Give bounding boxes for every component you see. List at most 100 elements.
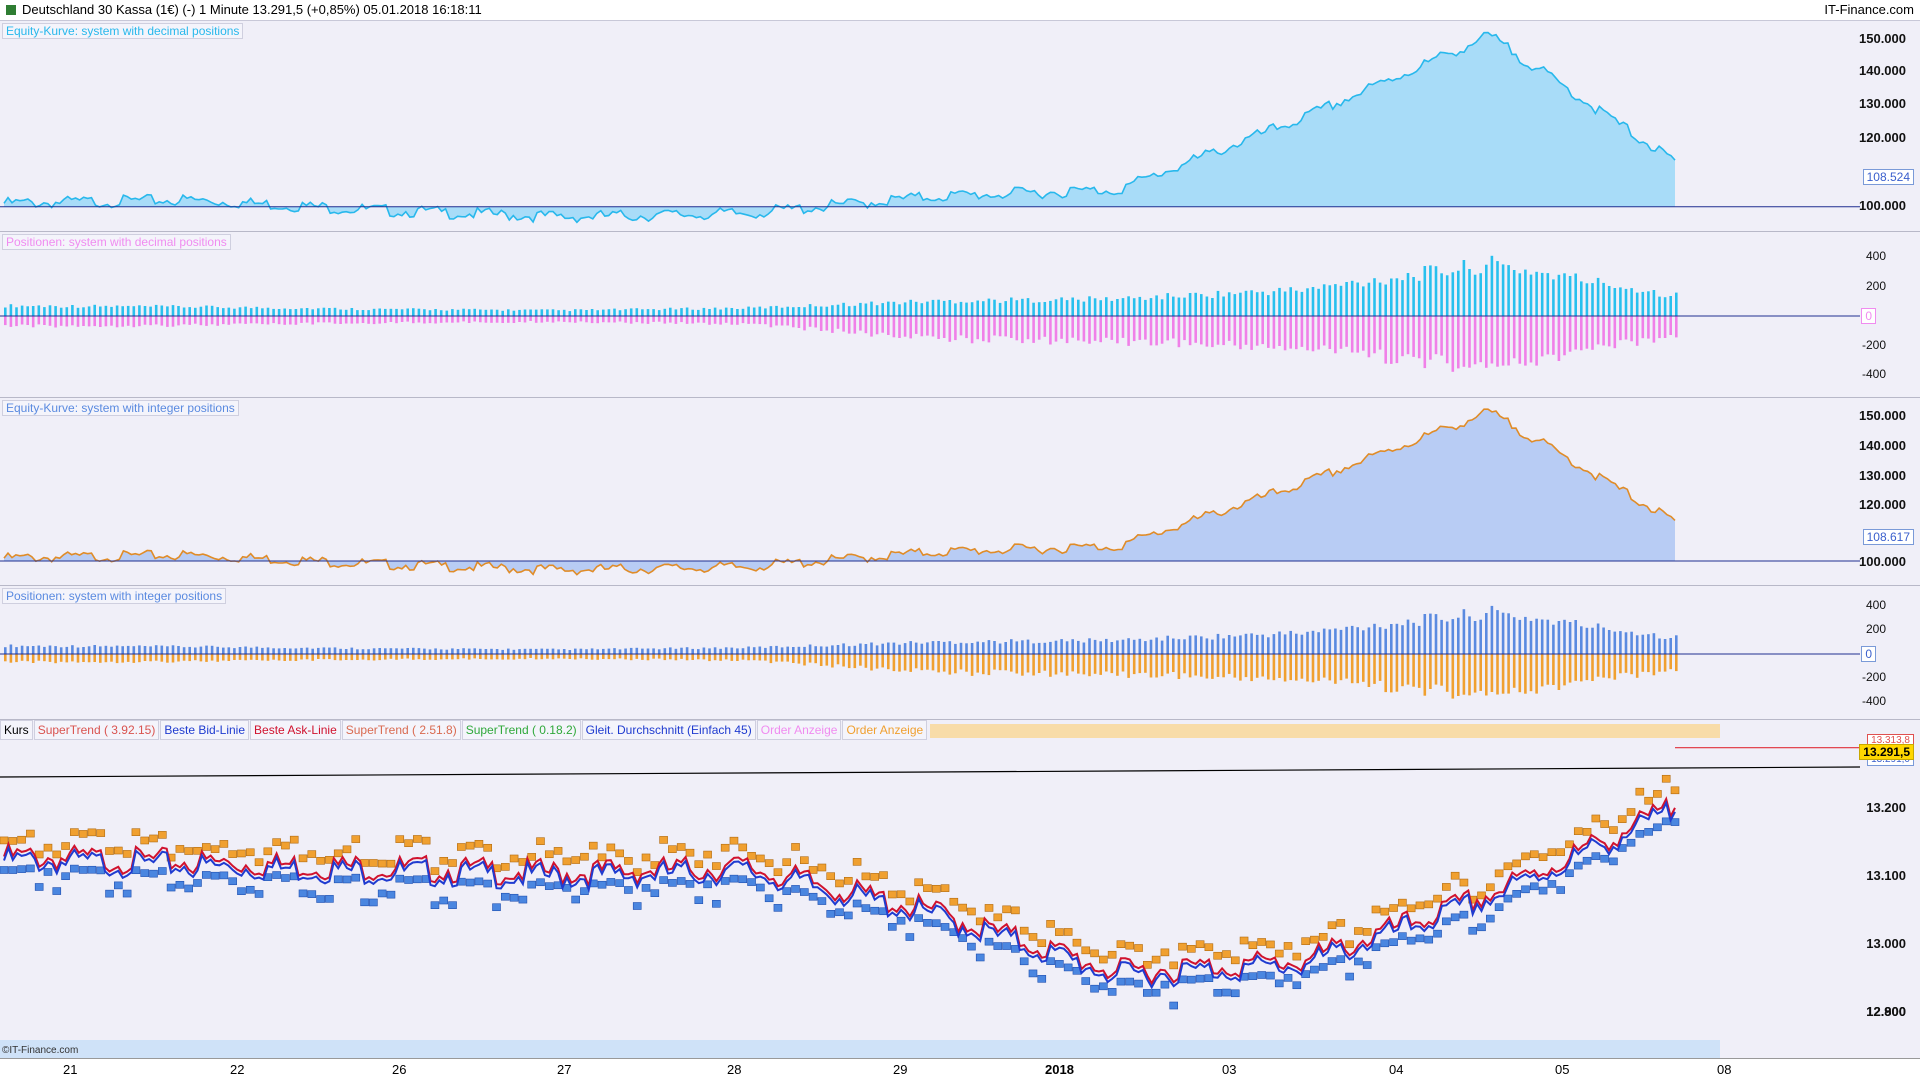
bid-order-marker xyxy=(1661,817,1671,826)
legend-order-display-1[interactable]: Order Anzeige xyxy=(756,720,842,740)
bid-order-marker xyxy=(1248,972,1258,980)
position-long-bar xyxy=(277,309,281,316)
position-long-bar xyxy=(870,301,873,316)
ask-order-marker xyxy=(694,860,704,868)
position-short-bar xyxy=(1663,316,1667,338)
position-short-bar xyxy=(1512,316,1516,359)
position-short-bar xyxy=(126,316,130,326)
legend-kurs[interactable]: Kurs xyxy=(0,720,33,740)
ask-order-marker xyxy=(1046,920,1055,928)
bid-order-marker xyxy=(448,901,457,909)
positions-decimal-panel[interactable]: Positionen: system with decimal position… xyxy=(0,232,1920,398)
position-short-bar xyxy=(864,654,868,668)
position-short-bar xyxy=(434,654,437,660)
position-long-bar xyxy=(1267,295,1270,316)
position-short-bar xyxy=(501,654,504,660)
ask-order-marker xyxy=(0,836,9,845)
position-short-bar xyxy=(1138,654,1142,674)
position-short-bar xyxy=(445,316,449,323)
position-long-bar xyxy=(384,648,387,654)
position-long-bar xyxy=(249,308,253,316)
position-short-bar xyxy=(1239,316,1242,350)
ask-order-marker xyxy=(43,843,53,852)
position-long-bar xyxy=(445,649,449,654)
position-long-bar xyxy=(1552,279,1555,316)
legend-supertrend-3[interactable]: SuperTrend ( 0.18.2) xyxy=(461,720,581,740)
ask-order-marker xyxy=(712,862,721,870)
positions-integer-panel[interactable]: Positionen: system with integer position… xyxy=(0,586,1920,720)
ask-order-marker xyxy=(1195,940,1205,949)
legend-supertrend-2[interactable]: SuperTrend ( 2.51.8) xyxy=(341,720,461,740)
equity-decimal-label: Equity-Kurve: system with decimal positi… xyxy=(2,23,244,39)
ask-order-marker xyxy=(1486,883,1495,892)
bid-order-marker xyxy=(1230,989,1240,998)
position-long-bar xyxy=(1607,630,1611,654)
position-short-bar xyxy=(998,316,1002,337)
position-long-bar xyxy=(1568,622,1572,654)
bid-order-marker xyxy=(61,872,70,880)
ask-order-marker xyxy=(967,907,976,916)
position-long-bar xyxy=(602,309,605,316)
bid-order-marker xyxy=(1213,988,1222,997)
position-short-bar xyxy=(585,654,588,660)
position-long-bar xyxy=(875,645,879,654)
bid-order-marker xyxy=(34,883,44,891)
position-long-bar xyxy=(892,301,896,316)
bid-order-marker xyxy=(1529,882,1539,891)
position-long-bar xyxy=(1518,619,1522,654)
legend-ask-line[interactable]: Beste Ask-Linie xyxy=(250,720,341,740)
position-short-bar xyxy=(736,654,739,661)
legend-order-display-2[interactable]: Order Anzeige xyxy=(842,720,928,740)
bid-order-marker xyxy=(1521,885,1530,894)
position-long-bar xyxy=(378,308,381,316)
position-long-bar xyxy=(987,640,991,654)
bid-order-marker xyxy=(1477,923,1486,932)
y-tick: 12.900 xyxy=(1866,1004,1906,1019)
position-long-bar xyxy=(719,648,722,654)
ask-order-marker xyxy=(131,828,141,836)
legend-bid-line[interactable]: Beste Bid-Linie xyxy=(160,720,250,740)
price-panel[interactable]: Kurs SuperTrend ( 3.92.15) Beste Bid-Lin… xyxy=(0,720,1920,1059)
position-long-bar xyxy=(1641,291,1645,316)
position-short-bar xyxy=(937,316,940,339)
position-long-bar xyxy=(1289,287,1292,316)
position-long-bar xyxy=(618,310,622,316)
position-long-bar xyxy=(110,646,113,654)
equity-decimal-panel[interactable]: Equity-Kurve: system with decimal positi… xyxy=(0,21,1920,232)
bid-order-marker xyxy=(0,866,9,874)
position-long-bar xyxy=(730,308,734,316)
legend-supertrend-1[interactable]: SuperTrend ( 3.92.15) xyxy=(33,720,160,740)
x-tick: 27 xyxy=(557,1062,572,1077)
bid-order-marker xyxy=(852,899,862,908)
position-short-bar xyxy=(1300,316,1304,347)
position-short-bar xyxy=(495,316,499,323)
bid-order-marker xyxy=(685,880,695,888)
bid-order-marker xyxy=(465,878,475,887)
equity-integer-panel[interactable]: Equity-Kurve: system with integer positi… xyxy=(0,398,1920,586)
position-long-bar xyxy=(758,646,762,654)
position-short-bar xyxy=(551,654,555,660)
position-short-bar xyxy=(473,316,476,322)
bid-order-marker xyxy=(281,874,290,882)
position-short-bar xyxy=(9,654,13,663)
position-long-bar xyxy=(747,306,750,316)
position-short-bar xyxy=(1334,316,1337,354)
position-short-bar xyxy=(305,316,309,323)
positions-decimal-plot xyxy=(0,255,1860,372)
position-short-bar xyxy=(1574,654,1577,681)
legend-moving-average[interactable]: Gleit. Durchschnitt (Einfach 45) xyxy=(581,720,756,740)
ask-order-marker xyxy=(1248,941,1258,950)
position-long-bar xyxy=(1289,630,1292,654)
position-long-bar xyxy=(31,646,35,654)
position-short-bar xyxy=(367,654,370,661)
position-long-bar xyxy=(65,307,69,316)
position-short-bar xyxy=(909,654,912,672)
y-tick: 400 xyxy=(1865,598,1886,612)
instrument-icon xyxy=(6,5,16,15)
position-short-bar xyxy=(657,316,661,322)
position-long-bar xyxy=(702,647,706,654)
position-long-bar xyxy=(1356,282,1359,316)
position-short-bar xyxy=(875,654,879,669)
bid-order-marker xyxy=(175,880,185,889)
ask-order-marker xyxy=(923,884,932,892)
